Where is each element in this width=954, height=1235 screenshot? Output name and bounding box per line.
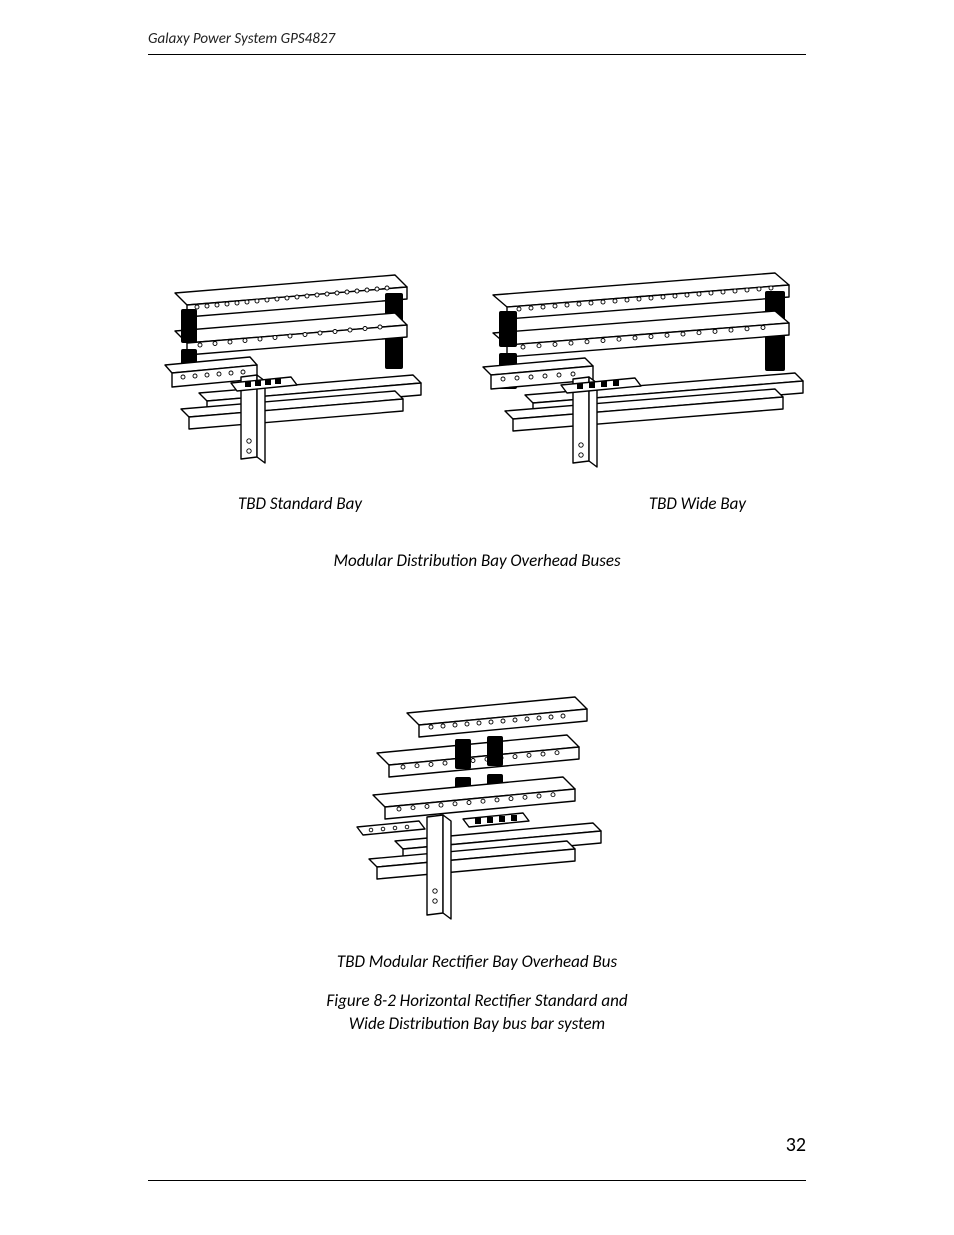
busbar-standard-svg — [145, 265, 435, 475]
figure-standard-bay — [145, 265, 435, 475]
busbar-rectifier-svg — [347, 691, 607, 931]
figure-wide-bay — [465, 265, 810, 475]
label-rectifier-bay: TBD Modular Rectifier Bay Overhead Bus — [148, 951, 806, 972]
figure-rectifier-bay — [347, 691, 607, 931]
figure-caption: Figure 8-2 Horizontal Rectifier Standard… — [148, 990, 806, 1036]
busbar-wide-svg — [465, 265, 810, 475]
header-title: Galaxy Power System GPS4827 — [148, 30, 335, 48]
figure-area: TBD Standard Bay TBD Wide Bay Modular Di… — [148, 265, 806, 1036]
figure-caption-line2: Wide Distribution Bay bus bar system — [148, 1013, 806, 1036]
figure-caption-line1: Figure 8-2 Horizontal Rectifier Standard… — [148, 990, 806, 1013]
footer-rule — [148, 1180, 806, 1181]
label-standard-bay: TBD Standard Bay — [238, 493, 362, 514]
mid-caption: Modular Distribution Bay Overhead Buses — [148, 550, 806, 571]
top-figure-labels: TBD Standard Bay TBD Wide Bay — [238, 493, 746, 514]
page-number: 32 — [786, 1133, 806, 1157]
page-header: Galaxy Power System GPS4827 — [148, 30, 806, 55]
label-wide-bay: TBD Wide Bay — [649, 493, 746, 514]
